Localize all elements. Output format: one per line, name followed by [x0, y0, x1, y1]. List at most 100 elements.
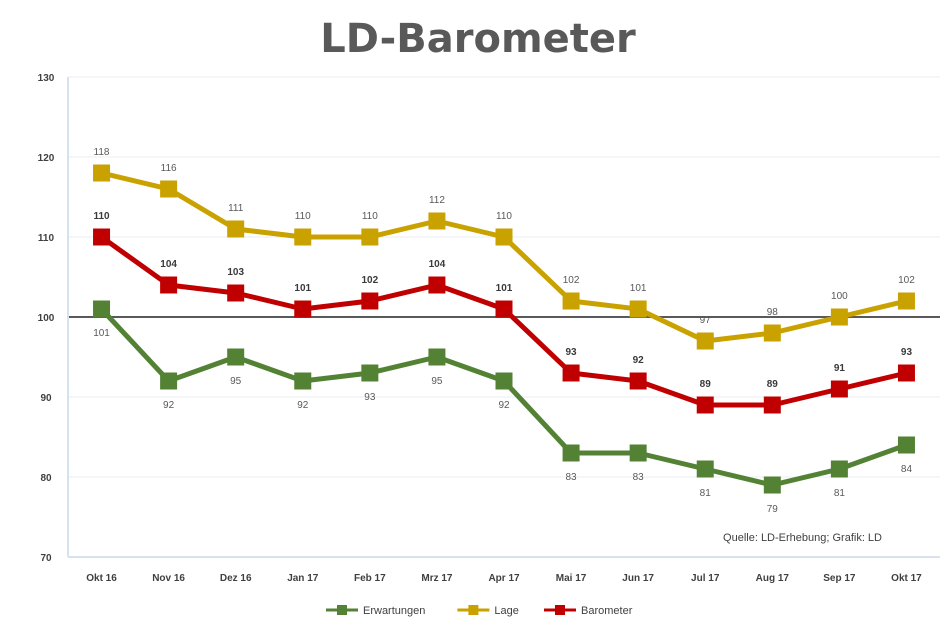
data-label-barometer: 104	[160, 259, 177, 270]
x-tick-label: Aug 17	[756, 573, 790, 584]
data-label-lage: 102	[898, 275, 915, 286]
x-tick-label: Jul 17	[691, 573, 720, 584]
data-label-erwartungen: 81	[700, 488, 712, 499]
data-label-erwartungen: 95	[431, 376, 443, 387]
data-point-erwartungen	[629, 444, 647, 462]
data-point-lage	[763, 324, 781, 342]
x-tick-label: Apr 17	[488, 573, 520, 584]
data-label-barometer: 110	[93, 211, 110, 222]
legend-label-lage: Lage	[494, 605, 518, 617]
data-label-erwartungen: 81	[834, 488, 846, 499]
data-label-erwartungen: 95	[230, 376, 242, 387]
data-label-barometer: 101	[496, 283, 513, 294]
x-tick-label: Jan 17	[287, 573, 319, 584]
legend-label-barometer: Barometer	[581, 605, 633, 617]
data-point-erwartungen	[361, 364, 379, 382]
y-tick-label: 100	[38, 313, 55, 324]
legend: Erwartungen Lage Barometer	[326, 605, 633, 617]
data-label-barometer: 91	[834, 363, 846, 374]
data-point-erwartungen	[428, 348, 446, 366]
data-point-barometer	[160, 276, 178, 294]
axis-layer: 70 80 90 100 110 120 130 Okt 16 Nov 16 Dez 16 Jan …	[38, 73, 940, 584]
data-point-lage	[361, 228, 379, 246]
data-point-lage	[562, 292, 580, 310]
y-tick-label: 120	[38, 153, 55, 164]
x-tick-label: Dez 16	[220, 573, 252, 584]
data-point-barometer	[696, 396, 714, 414]
data-point-lage	[160, 180, 178, 198]
data-point-barometer	[495, 300, 513, 318]
legend-marker-lage	[468, 605, 479, 615]
data-point-barometer	[830, 380, 848, 398]
legend-marker-erwartungen	[337, 605, 347, 615]
data-point-lage	[696, 332, 714, 350]
data-label-erwartungen: 93	[364, 392, 376, 403]
y-tick-label: 130	[38, 73, 55, 84]
data-label-erwartungen: 83	[633, 472, 645, 483]
data-point-barometer	[428, 276, 446, 294]
data-point-erwartungen	[495, 372, 513, 390]
data-label-barometer: 92	[633, 355, 645, 366]
data-label-lage: 101	[630, 283, 647, 294]
data-label-erwartungen: 79	[767, 504, 779, 515]
x-tick-label: Sep 17	[823, 573, 856, 584]
data-label-lage: 110	[295, 211, 311, 222]
data-point-lage	[830, 308, 848, 326]
x-tick-label: Nov 16	[152, 573, 185, 584]
data-point-lage	[227, 220, 245, 238]
data-point-barometer	[763, 396, 781, 414]
y-tick-label: 90	[40, 393, 52, 404]
data-point-lage	[495, 228, 513, 246]
data-label-barometer: 93	[566, 347, 578, 358]
data-point-erwartungen	[897, 436, 915, 454]
data-point-barometer	[227, 284, 245, 302]
data-label-barometer: 89	[700, 379, 712, 390]
data-label-barometer: 101	[294, 283, 311, 294]
data-label-lage: 112	[429, 195, 445, 206]
x-tick-label: Jun 17	[622, 573, 654, 584]
y-tick-label: 70	[40, 553, 52, 564]
data-point-erwartungen	[160, 372, 178, 390]
data-point-erwartungen	[696, 460, 714, 478]
data-point-barometer	[562, 364, 580, 382]
data-point-barometer	[93, 228, 111, 246]
data-point-barometer	[294, 300, 312, 318]
data-label-lage: 102	[563, 275, 580, 286]
x-tick-label: Okt 17	[891, 573, 922, 584]
data-label-erwartungen: 92	[163, 400, 175, 411]
data-label-barometer: 103	[227, 267, 244, 278]
data-point-erwartungen	[93, 300, 111, 318]
series-layer	[93, 164, 915, 494]
data-point-lage	[294, 228, 312, 246]
data-label-barometer: 102	[362, 275, 379, 286]
legend-label-erwartungen: Erwartungen	[363, 605, 425, 617]
data-label-erwartungen: 101	[93, 328, 110, 339]
legend-marker-barometer	[555, 605, 565, 615]
x-tick-label: Feb 17	[354, 573, 386, 584]
data-label-lage: 100	[831, 291, 848, 302]
x-tick-label: Mai 17	[556, 573, 587, 584]
data-label-lage: 111	[228, 203, 244, 214]
data-label-erwartungen: 84	[901, 464, 913, 475]
x-tick-label: Mrz 17	[421, 573, 453, 584]
y-tick-label: 80	[40, 473, 52, 484]
y-tick-label: 110	[38, 233, 55, 244]
chart-title: LD-Barometer	[320, 16, 636, 62]
data-point-lage	[629, 300, 647, 318]
x-tick-label: Okt 16	[86, 573, 117, 584]
data-point-lage	[428, 212, 446, 230]
data-point-erwartungen	[763, 476, 781, 494]
source-note: Quelle: LD-Erhebung; Grafik: LD	[723, 532, 882, 544]
data-point-lage	[897, 292, 915, 310]
data-label-layer: 101 92 95 92 93 95 92 83 83 81 79 81 84 118 116 111 110 1…	[93, 147, 915, 515]
data-label-erwartungen: 83	[566, 472, 578, 483]
data-label-erwartungen: 92	[498, 400, 510, 411]
data-point-lage	[93, 164, 111, 182]
data-label-erwartungen: 92	[297, 400, 309, 411]
data-label-lage: 118	[94, 147, 110, 158]
data-point-erwartungen	[294, 372, 312, 390]
data-point-barometer	[629, 372, 647, 390]
data-point-erwartungen	[227, 348, 245, 366]
